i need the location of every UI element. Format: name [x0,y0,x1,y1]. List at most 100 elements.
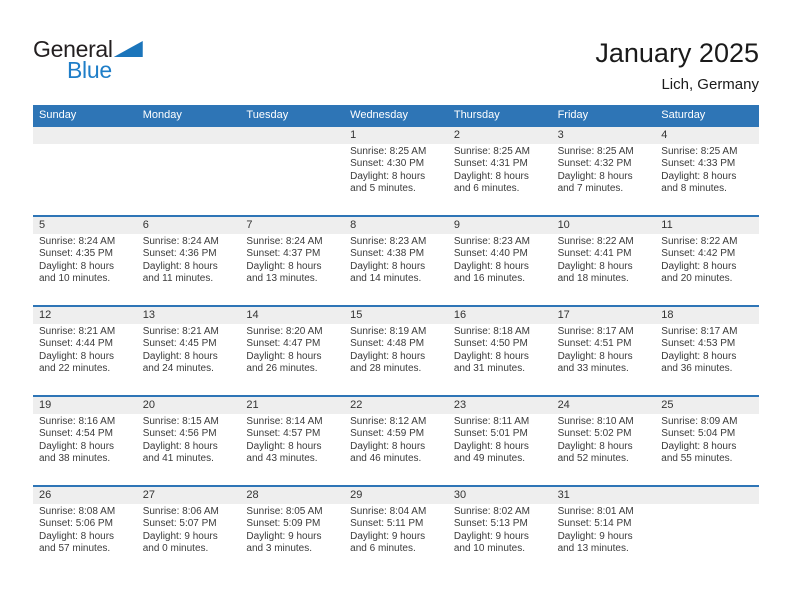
day-number [655,487,759,504]
logo-text-blue: Blue [67,57,112,83]
sunrise-text: Sunrise: 8:02 AM [453,506,530,517]
sunset-text: Sunset: 4:30 PM [350,158,425,170]
calendar-table: Sunday Monday Tuesday Wednesday Thursday Frid… [33,105,759,575]
sunrise-text: Sunrise: 8:20 AM [246,326,323,337]
daylight-text: Daylight: 8 hours and 52 minutes. [557,440,633,465]
sunset-text: Sunset: 4:31 PM [453,158,528,170]
day-cell-12: 12 Sunrise: 8:21 AM Sunset: 4:44 PM Dayligh… [33,307,137,395]
day-cell-28: 28 Sunrise: 8:05 AM Sunset: 5:09 PM Dayligh… [240,487,345,575]
sunrise-text: Sunrise: 8:24 AM [142,236,219,247]
day-info: Sunrise: 8:09 AM Sunset: 5:04 PM Daylight:… [655,414,759,466]
sunrise-text: Sunrise: 8:19 AM [350,326,427,337]
day-cell-13: 13 Sunrise: 8:21 AM Sunset: 4:45 PM Dayligh… [136,307,241,395]
day-cell-6: 6 Sunrise: 8:24 AM Sunset: 4:36 PM Daylight… [136,217,241,305]
sunrise-text: Sunrise: 8:12 AM [350,416,427,427]
day-cell-5: 5 Sunrise: 8:24 AM Sunset: 4:35 PM Daylight… [33,217,137,305]
day-number: 17 [551,307,656,324]
daylight-text: Daylight: 8 hours and 20 minutes. [661,260,737,285]
daylight-text: Daylight: 8 hours and 11 minutes. [142,260,218,285]
sunrise-text: Sunrise: 8:01 AM [557,506,634,517]
sunset-text: Sunset: 4:35 PM [39,248,113,260]
day-cell-11: 11 Sunrise: 8:22 AM Sunset: 4:42 PM Dayligh… [655,217,759,305]
day-cell-31: 31 Sunrise: 8:01 AM Sunset: 5:14 PM Dayligh… [551,487,656,575]
weekday-header-sunday: Sunday [39,109,77,121]
day-info: Sunrise: 8:22 AM Sunset: 4:42 PM Daylight:… [655,234,759,286]
daylight-text: Daylight: 8 hours and 22 minutes. [39,350,115,375]
day-cell-9: 9 Sunrise: 8:23 AM Sunset: 4:40 PM Daylight… [447,217,552,305]
day-info: Sunrise: 8:04 AM Sunset: 5:11 PM Daylight:… [344,504,448,556]
daylight-text: Daylight: 8 hours and 6 minutes. [453,170,529,195]
sunset-text: Sunset: 4:57 PM [246,428,321,440]
sunset-text: Sunset: 4:36 PM [142,248,217,260]
day-number: 1 [344,127,448,144]
day-number: 5 [33,217,137,234]
sunrise-text: Sunrise: 8:25 AM [350,146,427,157]
day-number: 16 [447,307,552,324]
daylight-text: Daylight: 8 hours and 18 minutes. [557,260,633,285]
day-number: 4 [655,127,759,144]
weekday-header-wednesday: Wednesday [350,109,409,121]
day-number: 7 [240,217,345,234]
daylight-text: Daylight: 8 hours and 36 minutes. [661,350,737,375]
day-cell-20: 20 Sunrise: 8:15 AM Sunset: 4:56 PM Dayligh… [136,397,241,485]
sunrise-text: Sunrise: 8:18 AM [453,326,530,337]
sunrise-text: Sunrise: 8:23 AM [453,236,530,247]
daylight-text: Daylight: 8 hours and 38 minutes. [39,440,115,465]
sunrise-text: Sunrise: 8:08 AM [39,506,116,517]
day-info: Sunrise: 8:11 AM Sunset: 5:01 PM Daylight:… [448,414,552,466]
sunrise-text: Sunrise: 8:14 AM [246,416,323,427]
day-info: Sunrise: 8:06 AM Sunset: 5:07 PM Daylight:… [137,504,241,556]
sunset-text: Sunset: 4:47 PM [246,338,321,350]
sunset-text: Sunset: 4:37 PM [246,248,321,260]
daylight-text: Daylight: 8 hours and 57 minutes. [39,530,115,555]
weekday-header-friday: Friday [557,109,589,121]
day-number: 6 [136,217,241,234]
logo-triangle-icon [113,41,143,57]
sunrise-text: Sunrise: 8:23 AM [350,236,427,247]
week-row-4: 19 Sunrise: 8:16 AM Sunset: 4:54 PM Dayligh… [33,395,759,485]
day-cell-empty [655,487,759,575]
sunset-text: Sunset: 5:07 PM [142,518,217,530]
day-info: Sunrise: 8:24 AM Sunset: 4:35 PM Daylight:… [33,234,137,286]
daylight-text: Daylight: 8 hours and 8 minutes. [661,170,737,195]
sunrise-text: Sunrise: 8:25 AM [661,146,738,157]
day-cell-24: 24 Sunrise: 8:10 AM Sunset: 5:02 PM Dayligh… [551,397,656,485]
day-info: Sunrise: 8:15 AM Sunset: 4:56 PM Daylight:… [137,414,241,466]
day-info: Sunrise: 8:08 AM Sunset: 5:06 PM Daylight:… [33,504,137,556]
daylight-text: Daylight: 8 hours and 49 minutes. [453,440,529,465]
day-cell-19: 19 Sunrise: 8:16 AM Sunset: 4:54 PM Dayligh… [33,397,137,485]
day-info: Sunrise: 8:17 AM Sunset: 4:51 PM Daylight:… [552,324,656,376]
sunrise-text: Sunrise: 8:11 AM [453,416,530,427]
daylight-text: Daylight: 8 hours and 28 minutes. [350,350,426,375]
day-cell-empty [33,127,137,215]
weekday-header-monday: Monday [142,109,182,121]
day-number: 23 [447,397,552,414]
daylight-text: Daylight: 8 hours and 14 minutes. [350,260,426,285]
day-cell-8: 8 Sunrise: 8:23 AM Sunset: 4:38 PM Daylight… [344,217,448,305]
day-cell-21: 21 Sunrise: 8:14 AM Sunset: 4:57 PM Dayligh… [240,397,345,485]
weekday-header-tuesday: Tuesday [246,109,289,121]
daylight-text: Daylight: 8 hours and 7 minutes. [557,170,633,195]
day-cell-15: 15 Sunrise: 8:19 AM Sunset: 4:48 PM Dayligh… [344,307,448,395]
day-info: Sunrise: 8:18 AM Sunset: 4:50 PM Daylight:… [448,324,552,376]
day-info: Sunrise: 8:01 AM Sunset: 5:14 PM Daylight:… [552,504,656,556]
day-info: Sunrise: 8:23 AM Sunset: 4:40 PM Daylight:… [448,234,552,286]
sunset-text: Sunset: 5:04 PM [661,428,736,440]
day-cell-2: 2 Sunrise: 8:25 AM Sunset: 4:31 PM Daylight… [447,127,552,215]
daylight-text: Daylight: 8 hours and 5 minutes. [350,170,426,195]
day-number: 3 [551,127,656,144]
sunrise-text: Sunrise: 8:25 AM [557,146,634,157]
calendar-weeks: 1 Sunrise: 8:25 AM Sunset: 4:30 PM Daylight… [33,125,759,575]
day-info: Sunrise: 8:21 AM Sunset: 4:44 PM Daylight:… [33,324,137,376]
sunset-text: Sunset: 4:48 PM [350,338,425,350]
sunrise-text: Sunrise: 8:10 AM [557,416,634,427]
sunset-text: Sunset: 5:01 PM [453,428,528,440]
day-number: 10 [551,217,656,234]
day-info: Sunrise: 8:25 AM Sunset: 4:30 PM Daylight:… [344,144,448,196]
sunset-text: Sunset: 4:50 PM [453,338,528,350]
day-cell-16: 16 Sunrise: 8:18 AM Sunset: 4:50 PM Dayligh… [447,307,552,395]
day-cell-7: 7 Sunrise: 8:24 AM Sunset: 4:37 PM Daylight… [240,217,345,305]
day-number: 13 [136,307,241,324]
day-info: Sunrise: 8:05 AM Sunset: 5:09 PM Daylight:… [240,504,344,556]
